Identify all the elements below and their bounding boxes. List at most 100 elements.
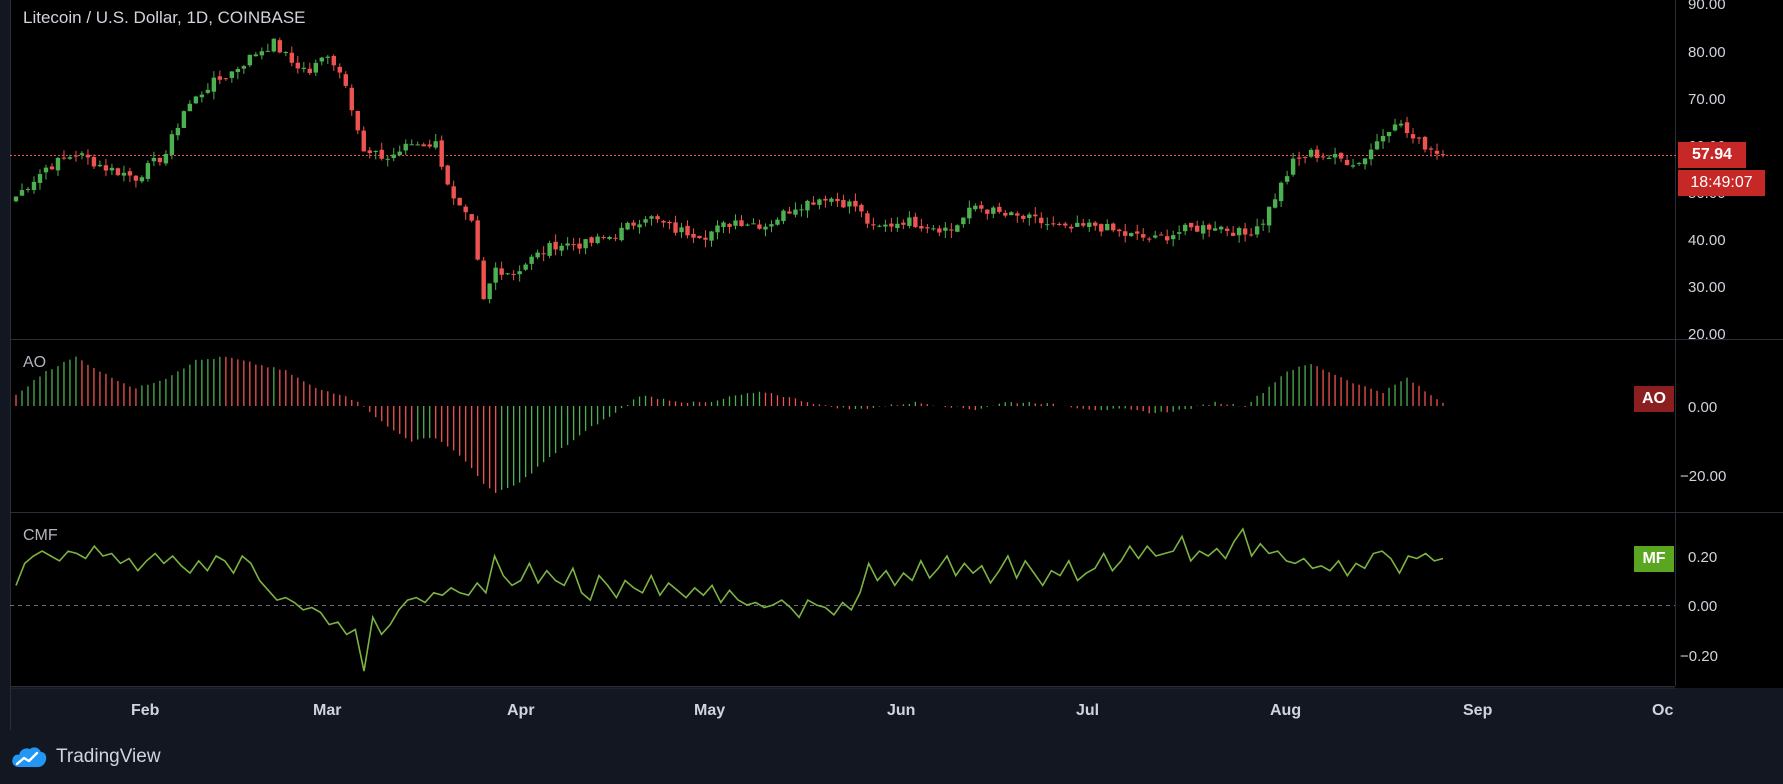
month-label: May: [694, 702, 725, 719]
candle-body: [619, 227, 624, 241]
month-label: Jun: [887, 702, 915, 719]
candle-body: [97, 164, 103, 167]
ao-tick: 0.00: [1688, 399, 1717, 416]
candle-body: [1350, 165, 1356, 167]
candle-body: [997, 206, 1002, 212]
candle-body: [643, 219, 648, 223]
candle-body: [1296, 157, 1302, 159]
candle-body: [1362, 158, 1368, 165]
cmf-scale-ticks[interactable]: 0.20 0.00 −0.20: [1680, 549, 1718, 665]
candle-body: [877, 225, 882, 227]
candle-body: [337, 66, 342, 73]
candle-body: [1236, 227, 1242, 236]
candle-body: [769, 224, 774, 227]
candle-body: [841, 200, 846, 208]
month-label: Jul: [1076, 702, 1099, 719]
candle-body: [955, 225, 960, 232]
candle-body: [217, 76, 223, 80]
candle-body: [757, 224, 762, 229]
ao-value-badge: AO: [1634, 386, 1674, 412]
price-tick: 20.00: [1688, 326, 1726, 343]
candle-body: [751, 223, 756, 225]
price-tick: 30.00: [1688, 279, 1726, 296]
last-price-badge: 57.94: [1678, 142, 1746, 168]
candle-body: [673, 222, 678, 233]
candle-body: [697, 235, 702, 239]
candle-body: [691, 233, 696, 238]
candle-body: [253, 54, 259, 57]
candle-body: [1416, 137, 1422, 139]
candle-body: [1111, 223, 1116, 231]
candle-body: [439, 140, 444, 167]
candle-body: [19, 190, 25, 196]
candle-body: [259, 51, 265, 56]
candle-body: [409, 144, 414, 146]
month-label: Sep: [1463, 702, 1493, 719]
candle-body: [967, 207, 972, 219]
candle-body: [1129, 233, 1134, 237]
candle-body: [1266, 206, 1272, 226]
candle-body: [715, 225, 720, 233]
candle-body: [1051, 223, 1056, 225]
candle-body: [1314, 149, 1320, 158]
candle-body: [469, 214, 474, 221]
candle-body: [829, 198, 834, 202]
cmf-line: [15, 527, 1444, 672]
chart-canvas: 90.00 80.00 70.00 60.00 50.00 40.00 30.0…: [10, 0, 1783, 730]
candle-body: [1093, 222, 1098, 226]
candle-body: [211, 77, 217, 92]
candle-body: [595, 236, 600, 244]
candle-body: [535, 252, 540, 258]
candle-body: [613, 237, 618, 239]
candle-body: [73, 155, 79, 157]
candle-body: [517, 271, 522, 275]
mf-value-badge: MF: [1634, 546, 1674, 572]
ao-scale-ticks[interactable]: 0.00 −20.00: [1680, 399, 1726, 485]
candle-body: [295, 62, 301, 69]
chart-title: Litecoin / U.S. Dollar, 1D, COINBASE: [23, 8, 306, 27]
footer-bar: [0, 730, 1783, 784]
candle-body: [1057, 223, 1062, 225]
candle-body: [205, 89, 211, 93]
candle-body: [1278, 182, 1284, 202]
candle-body: [1260, 223, 1266, 225]
candle-body: [103, 165, 109, 171]
candle-body: [1242, 228, 1248, 235]
candle-body: [367, 150, 372, 154]
candle-body: [1123, 231, 1128, 236]
candle-body: [781, 210, 786, 222]
candle-body: [235, 69, 241, 72]
candle-body: [223, 78, 229, 80]
candle-body: [67, 157, 73, 159]
candle-body: [565, 243, 570, 246]
candle-body: [583, 239, 588, 249]
candle-body: [895, 223, 900, 229]
candle-body: [1230, 232, 1236, 236]
candle-body: [601, 237, 606, 239]
price-tick: 40.00: [1688, 232, 1726, 249]
candle-body: [307, 68, 312, 74]
price-scale-background: [1675, 0, 1783, 688]
candle-body: [1272, 199, 1278, 208]
candle-body: [505, 273, 510, 275]
candle-body: [1308, 149, 1314, 157]
time-axis[interactable]: Feb Mar Apr May Jun Jul Aug Sep Oc: [131, 702, 1673, 719]
candle-body: [937, 228, 942, 233]
candle-body: [475, 220, 480, 260]
candle-body: [229, 71, 235, 78]
candle-body: [589, 237, 594, 243]
tradingview-logo[interactable]: TradingView: [10, 745, 161, 769]
candle-body: [511, 273, 516, 275]
candle-body: [373, 150, 378, 152]
candle-body: [1021, 215, 1026, 219]
candle-body: [301, 67, 306, 69]
ao-histogram: [15, 356, 1444, 493]
candle-body: [1440, 154, 1446, 156]
candle-body: [1117, 229, 1122, 232]
candle-body: [427, 144, 432, 147]
candle-body: [655, 216, 660, 220]
candle-body: [139, 177, 145, 182]
candle-body: [745, 224, 750, 226]
candle-body: [313, 62, 318, 73]
candle-body: [721, 222, 726, 228]
